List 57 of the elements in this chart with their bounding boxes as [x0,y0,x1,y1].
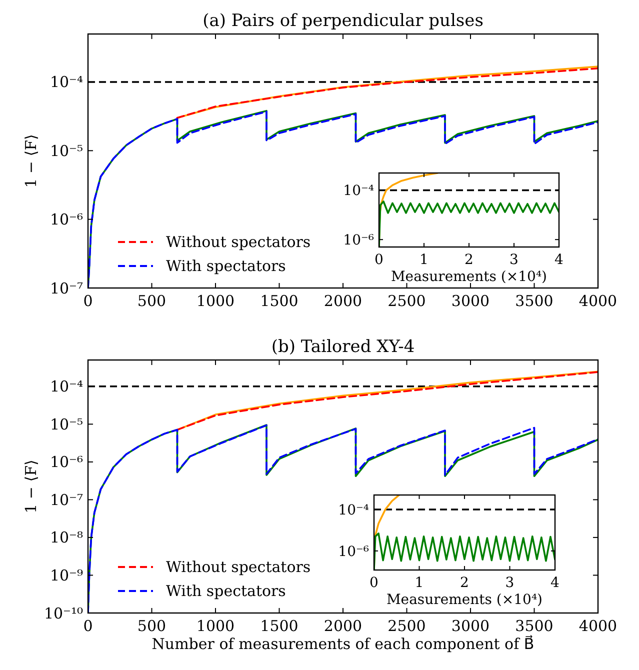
y-axis-title: 1 − ⟨F⟩ [22,134,40,188]
legend-label: Without spectators [166,233,311,251]
x-tick-label: 1500 [260,617,298,635]
y-tick-label: 10⁻⁴ [343,183,374,200]
x-tick-label: 2500 [388,292,426,310]
y-tick-label: 10⁻⁴ [338,502,370,518]
legend-label: Without spectators [166,558,311,576]
x-tick-label: 4000 [578,617,618,635]
x-tick-label: 1000 [196,292,235,310]
y-tick-label: 10⁻⁶ [343,232,374,248]
x-tick-label: 0 [374,252,384,268]
x-axis-title: Measurements (×10⁴) [386,592,543,608]
y-tick-label: 10⁻⁴ [50,378,83,396]
x-tick-label: 3500 [515,617,554,635]
y-tick-label: 10⁻⁶ [50,453,83,472]
x-tick-label: 500 [137,292,166,310]
x-tick-label: 2000 [324,292,362,310]
line-series [88,424,598,613]
x-axis-title: Number of measurements of each component of B⃗ [152,634,534,653]
x-axis-title: Measurements (×10⁴) [390,269,548,285]
x-tick-label: 1500 [260,292,298,310]
x-tick-label: 1 [420,252,428,268]
line-series [379,200,559,247]
y-tick-label: 10⁻¹⁰ [44,604,83,622]
y-tick-label: 10⁻⁶ [338,544,370,560]
x-tick-label: 0 [83,617,93,635]
legend-label: With spectators [166,582,286,600]
y-tick-label: 10⁻⁷ [50,490,83,509]
x-tick-label: 4 [550,575,560,591]
x-tick-label: 500 [137,617,166,635]
x-tick-label: 3000 [451,292,490,310]
x-tick-label: 3500 [515,292,554,310]
x-tick-label: 2000 [324,617,362,635]
x-tick-label: 3 [505,575,514,591]
x-tick-label: 4000 [578,292,618,310]
y-tick-label: 10⁻⁷ [50,279,83,298]
y-tick-label: 10⁻⁴ [50,73,83,92]
x-tick-label: 1000 [196,617,235,635]
x-tick-label: 0 [370,575,378,591]
x-tick-label: 1 [414,575,424,591]
y-tick-label: 10⁻⁹ [50,566,83,584]
chart-title: (b) Tailored XY-4 [271,337,415,357]
line-series [374,532,555,570]
x-tick-label: 0 [83,292,93,310]
chart-title: (a) Pairs of perpendicular pulses [202,11,484,31]
x-tick-label: 3 [510,252,518,268]
x-tick-label: 2500 [388,617,426,635]
y-tick-label: 10⁻⁶ [50,210,83,229]
x-tick-label: 4 [554,252,564,268]
x-tick-label: 2 [460,575,469,591]
legend-label: With spectators [166,257,286,275]
y-tick-label: 10⁻⁵ [50,415,83,434]
x-tick-label: 3000 [451,617,490,635]
x-tick-label: 2 [464,252,474,268]
y-tick-label: 10⁻⁸ [50,528,83,547]
y-axis-title: 1 − ⟨F⟩ [22,460,40,514]
y-tick-label: 10⁻⁵ [50,142,83,160]
